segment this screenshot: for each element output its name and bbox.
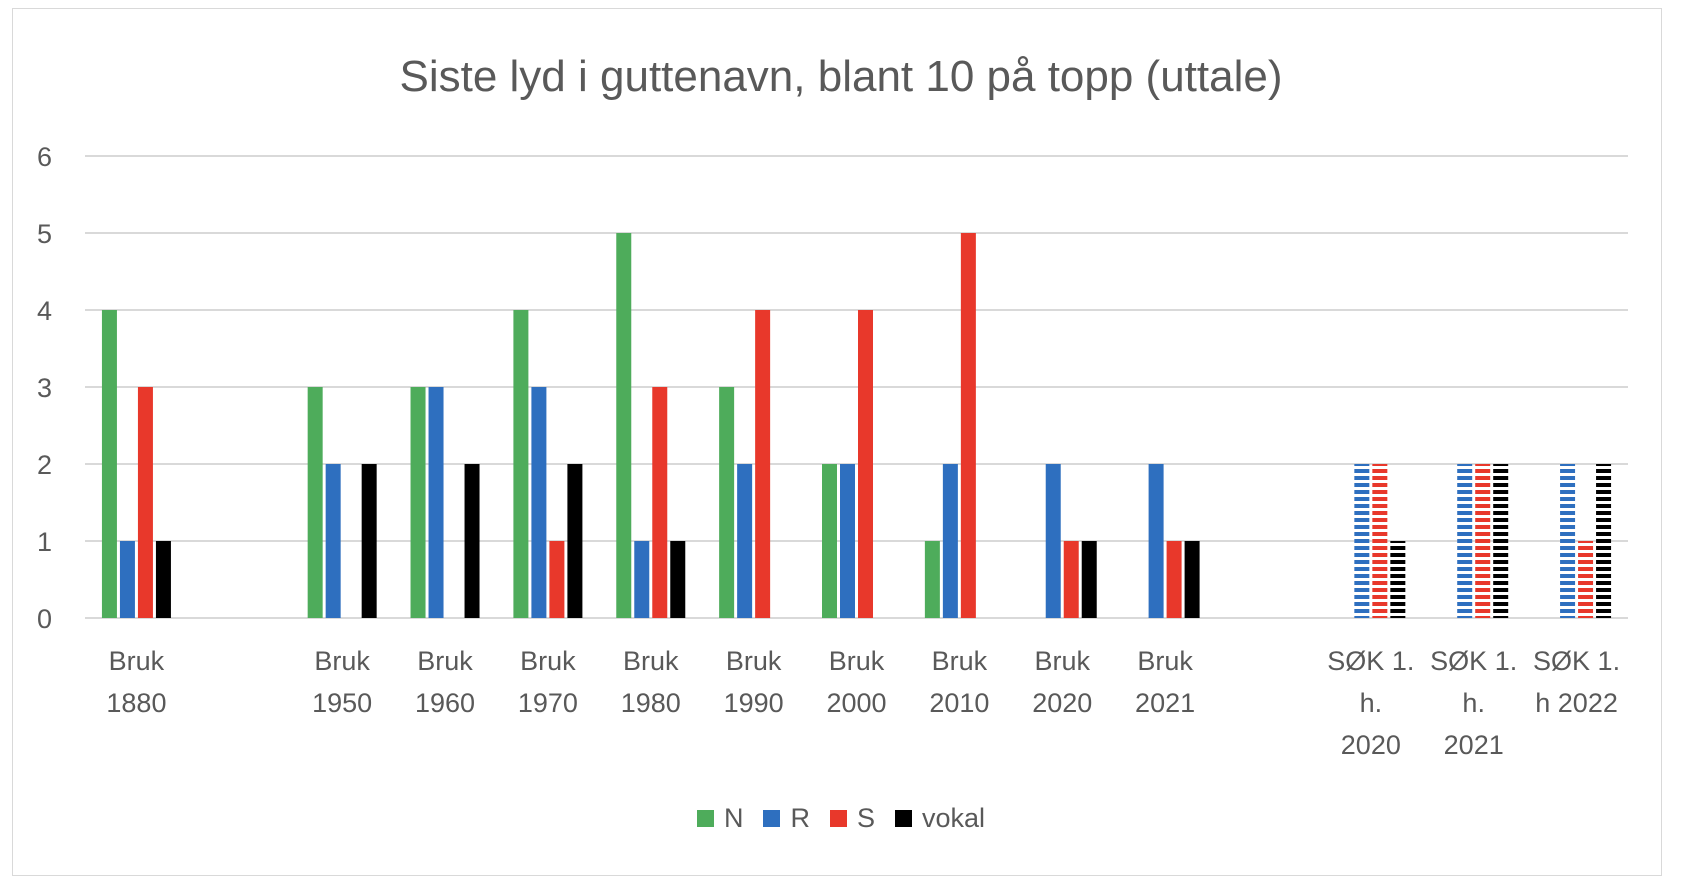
bar-vokal xyxy=(670,541,686,618)
bar-n xyxy=(924,541,940,618)
bar-s xyxy=(1475,464,1491,618)
bar-r xyxy=(840,464,855,618)
bar-r xyxy=(325,464,341,618)
bar-r xyxy=(1354,464,1370,618)
bar-s xyxy=(755,310,771,618)
bar-vokal xyxy=(1081,541,1097,618)
x-category-label: Bruk 1970 xyxy=(518,646,578,718)
bar-n xyxy=(101,310,117,618)
y-tick-label: 6 xyxy=(37,142,52,172)
bar-r xyxy=(942,464,958,618)
bar-r xyxy=(1148,464,1164,618)
x-category-label: Bruk 2000 xyxy=(826,646,886,718)
legend-swatch xyxy=(763,810,781,827)
bar-n xyxy=(616,233,632,618)
x-category-label: Bruk 1950 xyxy=(312,646,372,718)
x-category-label: SØK 1. h 2022 xyxy=(1533,646,1620,718)
bar-s xyxy=(549,541,565,618)
bar-vokal xyxy=(1184,541,1200,618)
bar-s xyxy=(858,310,873,618)
x-category-label: Bruk 2021 xyxy=(1135,646,1195,718)
bar-n xyxy=(513,310,529,618)
bar-s xyxy=(1063,541,1079,618)
y-tick-label: 5 xyxy=(37,219,52,249)
bar-s xyxy=(960,233,976,618)
x-category-label: Bruk 1990 xyxy=(724,646,784,718)
legend-swatch xyxy=(829,810,847,827)
legend-label: S xyxy=(856,803,875,833)
bar-n xyxy=(822,464,837,618)
bar-vokal xyxy=(567,464,583,618)
legend-label: N xyxy=(723,803,744,833)
x-category-label: SØK 1. h. 2021 xyxy=(1430,646,1517,760)
legend-item-r: R xyxy=(763,803,810,834)
bar-s xyxy=(1166,541,1182,618)
bar-s xyxy=(652,387,668,618)
bar-r xyxy=(531,387,547,618)
bar-vokal xyxy=(1390,541,1406,618)
gridlines xyxy=(85,155,1628,619)
legend-item-vokal: vokal xyxy=(894,803,986,834)
bar-r xyxy=(1045,464,1061,618)
bar-s xyxy=(1372,464,1388,618)
bar-r xyxy=(428,387,444,618)
bar-vokal xyxy=(361,464,377,618)
bar-r xyxy=(1457,464,1473,618)
y-tick-label: 1 xyxy=(37,527,52,557)
bar-vokal xyxy=(1493,464,1509,618)
legend-label: vokal xyxy=(921,803,986,833)
bar-r xyxy=(119,541,135,618)
x-category-label: Bruk 2020 xyxy=(1032,646,1092,718)
bar-r xyxy=(737,464,753,618)
bar-n xyxy=(307,387,323,618)
y-tick-label: 3 xyxy=(37,373,52,403)
bar-r xyxy=(1560,464,1576,618)
bar-s xyxy=(137,387,153,618)
bar-n xyxy=(410,387,426,618)
chart-frame xyxy=(12,8,1662,876)
x-category-label: Bruk 2010 xyxy=(929,646,989,718)
legend-item-n: N xyxy=(696,803,744,834)
y-axis-ticks: 0 1 2 3 4 5 6 xyxy=(37,142,52,634)
bar-vokal xyxy=(1596,464,1612,618)
legend-item-s: S xyxy=(829,803,875,834)
y-tick-label: 2 xyxy=(37,450,52,480)
x-category-label: Bruk 1880 xyxy=(106,646,166,718)
bar-s xyxy=(1578,541,1594,618)
x-category-label: Bruk 1960 xyxy=(415,646,475,718)
bars xyxy=(101,233,1612,618)
x-category-label: Bruk 1980 xyxy=(621,646,681,718)
legend-swatch xyxy=(696,810,714,827)
y-tick-label: 4 xyxy=(37,296,52,326)
bar-n xyxy=(719,387,735,618)
chart-title: Siste lyd i guttenavn, blant 10 på topp … xyxy=(399,52,1283,101)
x-axis-categories: Bruk 1880 Bruk 1950 Bruk 1960 Bruk 1970 Bruk 1980… xyxy=(106,646,1620,760)
y-tick-label: 0 xyxy=(37,604,52,634)
bar-r xyxy=(634,541,650,618)
bar-vokal xyxy=(155,541,171,618)
legend-swatch xyxy=(894,810,912,827)
bar-vokal xyxy=(464,464,480,618)
x-category-label: SØK 1. h. 2020 xyxy=(1327,646,1414,760)
legend-label: R xyxy=(790,803,810,833)
